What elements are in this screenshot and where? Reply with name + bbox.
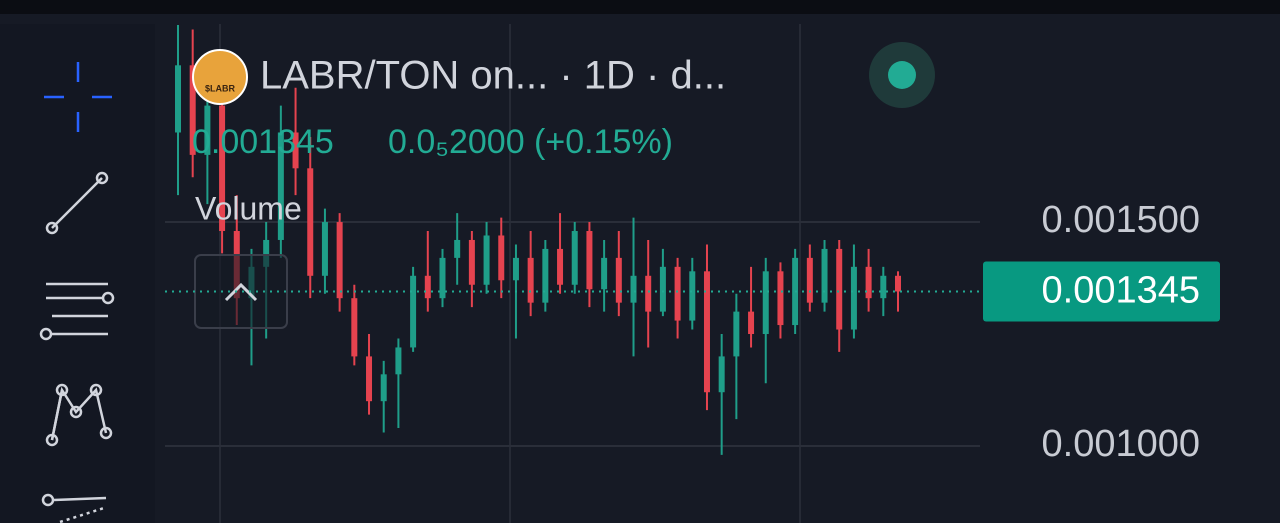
candle-body — [586, 231, 593, 290]
caret-icon — [224, 282, 258, 302]
candle-body — [527, 257, 534, 303]
candle-body — [454, 239, 461, 258]
candle-body — [512, 257, 519, 281]
candle-body — [189, 65, 196, 155]
pair-title[interactable]: LABR/TON on... · 1D · d... — [260, 54, 726, 98]
pattern-tool[interactable] — [45, 383, 113, 447]
y-tick-label: 0.001500 — [1042, 199, 1201, 241]
candle-body — [777, 271, 784, 326]
candle-body — [498, 235, 505, 281]
candle-body — [674, 266, 681, 321]
candle-body — [263, 239, 270, 267]
candle-body — [821, 248, 828, 303]
candle-body — [703, 271, 710, 393]
candle-body — [542, 248, 549, 303]
candle-body — [439, 257, 446, 299]
candle-body — [307, 168, 314, 276]
candle-body — [615, 257, 622, 303]
candle-body — [483, 235, 490, 285]
line-tool[interactable] — [41, 493, 107, 523]
candle-body — [895, 275, 901, 292]
candle-body — [762, 271, 769, 335]
last-price-label: 0.001345 — [1042, 269, 1201, 311]
candle-body — [601, 257, 608, 290]
candle-body — [865, 266, 872, 299]
legend-change: 0.0₅2000 (+0.15%) — [388, 123, 673, 161]
candle-body — [733, 311, 740, 357]
candle-body — [689, 271, 696, 321]
toolbar — [0, 24, 155, 523]
y-tick-label: 0.001000 — [1042, 423, 1201, 465]
token-icon — [192, 49, 248, 105]
candle-body — [718, 356, 725, 393]
candle-body — [748, 311, 755, 335]
fib-tool[interactable] — [39, 282, 115, 341]
candle-body — [292, 132, 299, 169]
trendline-tool[interactable] — [45, 171, 109, 235]
candle-body — [219, 105, 226, 232]
candle-body — [380, 374, 387, 402]
status-dot — [888, 61, 916, 89]
candle-body — [880, 275, 887, 299]
candle-body — [571, 231, 578, 285]
candle-body — [557, 248, 564, 285]
candle-body — [321, 222, 328, 276]
candle-body — [836, 248, 843, 330]
candle-body — [204, 105, 211, 155]
candle-body — [850, 266, 857, 330]
last-price-box — [983, 261, 1220, 322]
candle-body — [630, 275, 637, 303]
candle-body — [468, 239, 475, 285]
candle-body — [410, 275, 417, 348]
icon-label: $LABR — [205, 83, 236, 93]
crosshair-tool[interactable] — [44, 62, 112, 132]
candle-body — [424, 275, 431, 299]
legend-price: 0.001345 — [192, 123, 334, 161]
candle-body — [351, 298, 358, 357]
candle-body — [659, 266, 666, 312]
candle-body — [806, 257, 813, 303]
candle-body — [175, 65, 181, 133]
candle-body — [336, 222, 343, 299]
indicator-label: Volume — [195, 190, 302, 226]
candle-body — [277, 132, 284, 240]
candle-body — [366, 356, 373, 402]
top-bar — [0, 0, 1280, 14]
candle-body — [395, 347, 402, 375]
candle-body — [645, 275, 652, 312]
